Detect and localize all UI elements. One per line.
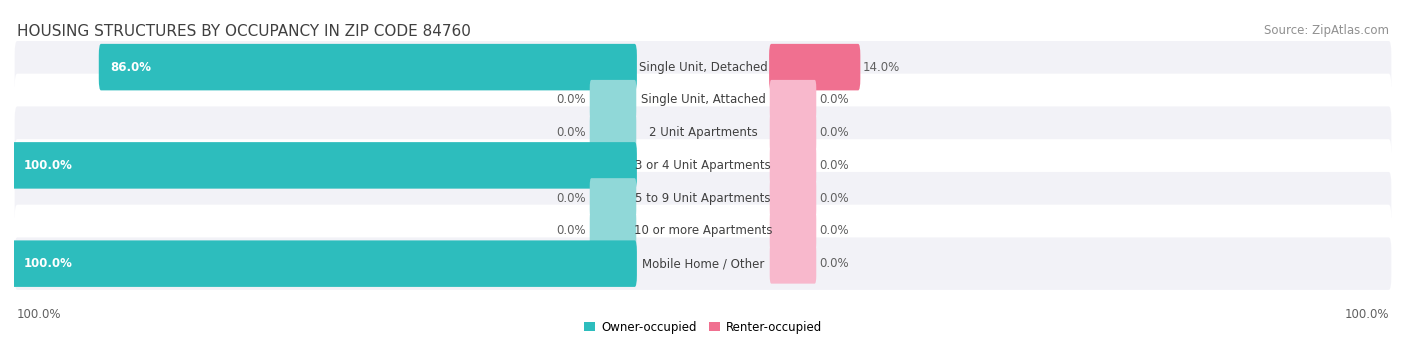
Text: 0.0%: 0.0% [820, 126, 849, 139]
Text: 3 or 4 Unit Apartments: 3 or 4 Unit Apartments [636, 159, 770, 172]
Text: 100.0%: 100.0% [24, 159, 72, 172]
Text: 0.0%: 0.0% [557, 93, 586, 106]
FancyBboxPatch shape [769, 178, 817, 218]
Text: Source: ZipAtlas.com: Source: ZipAtlas.com [1264, 24, 1389, 37]
Text: 100.0%: 100.0% [1344, 308, 1389, 321]
Legend: Owner-occupied, Renter-occupied: Owner-occupied, Renter-occupied [579, 316, 827, 339]
Text: 100.0%: 100.0% [17, 308, 62, 321]
Text: 0.0%: 0.0% [820, 257, 849, 270]
FancyBboxPatch shape [769, 211, 817, 251]
Text: HOUSING STRUCTURES BY OCCUPANCY IN ZIP CODE 84760: HOUSING STRUCTURES BY OCCUPANCY IN ZIP C… [17, 24, 471, 39]
FancyBboxPatch shape [769, 113, 817, 153]
FancyBboxPatch shape [14, 237, 1392, 290]
FancyBboxPatch shape [14, 106, 1392, 159]
FancyBboxPatch shape [98, 44, 637, 90]
FancyBboxPatch shape [769, 80, 817, 120]
FancyBboxPatch shape [14, 205, 1392, 257]
Text: Single Unit, Attached: Single Unit, Attached [641, 93, 765, 106]
FancyBboxPatch shape [589, 113, 637, 153]
FancyBboxPatch shape [14, 41, 1392, 93]
Text: 100.0%: 100.0% [24, 257, 72, 270]
FancyBboxPatch shape [589, 211, 637, 251]
Text: Mobile Home / Other: Mobile Home / Other [641, 257, 765, 270]
Text: 0.0%: 0.0% [557, 192, 586, 205]
Text: 0.0%: 0.0% [820, 192, 849, 205]
Text: Single Unit, Detached: Single Unit, Detached [638, 61, 768, 74]
FancyBboxPatch shape [769, 145, 817, 186]
FancyBboxPatch shape [11, 142, 637, 189]
Text: 5 to 9 Unit Apartments: 5 to 9 Unit Apartments [636, 192, 770, 205]
Text: 2 Unit Apartments: 2 Unit Apartments [648, 126, 758, 139]
Text: 0.0%: 0.0% [820, 159, 849, 172]
FancyBboxPatch shape [14, 139, 1392, 192]
FancyBboxPatch shape [14, 74, 1392, 126]
FancyBboxPatch shape [589, 80, 637, 120]
FancyBboxPatch shape [769, 44, 860, 90]
Text: 0.0%: 0.0% [557, 224, 586, 237]
FancyBboxPatch shape [14, 172, 1392, 224]
Text: 0.0%: 0.0% [820, 224, 849, 237]
Text: 0.0%: 0.0% [557, 126, 586, 139]
Text: 10 or more Apartments: 10 or more Apartments [634, 224, 772, 237]
FancyBboxPatch shape [769, 244, 817, 284]
FancyBboxPatch shape [11, 240, 637, 287]
FancyBboxPatch shape [589, 178, 637, 218]
Text: 0.0%: 0.0% [820, 93, 849, 106]
Text: 14.0%: 14.0% [863, 61, 900, 74]
Text: 86.0%: 86.0% [110, 61, 152, 74]
